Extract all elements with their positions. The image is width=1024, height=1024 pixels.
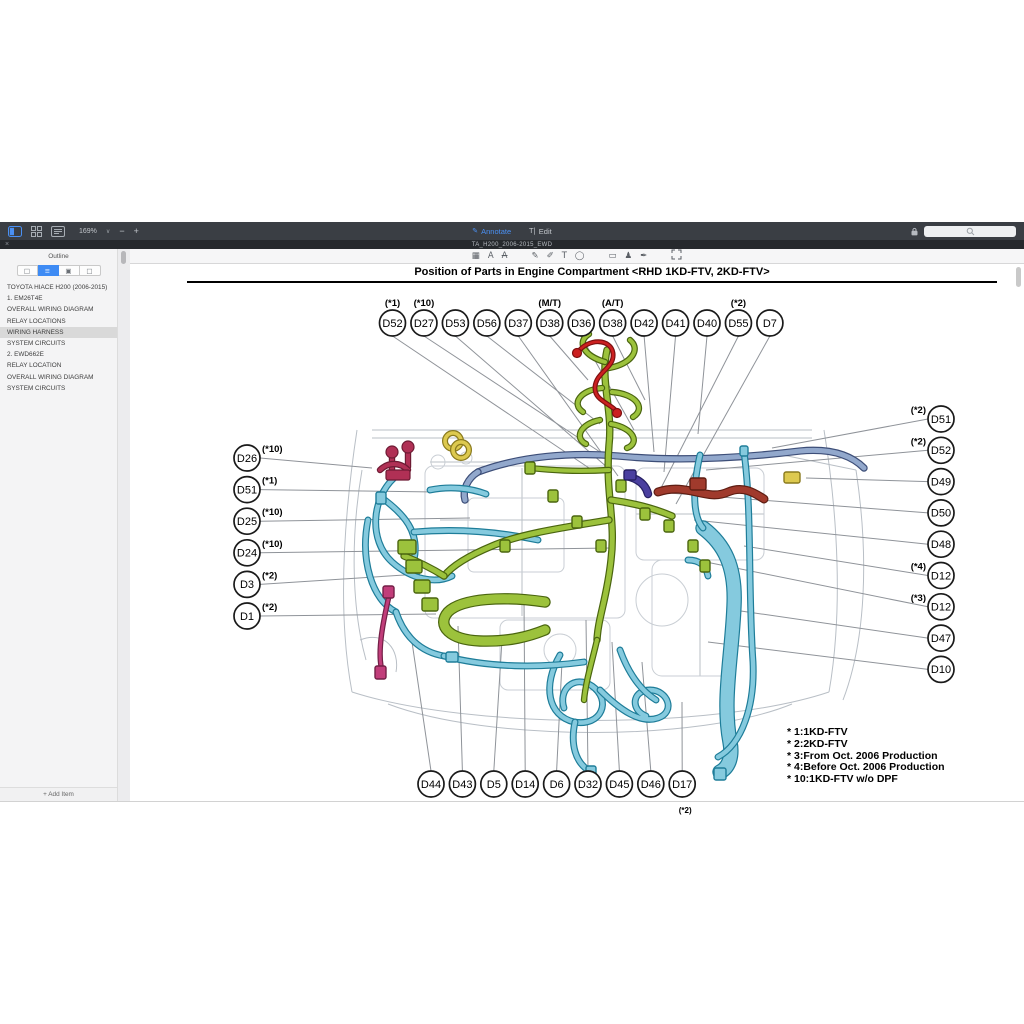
- edit-mode-button[interactable]: T| Edit: [529, 227, 552, 236]
- tab-bar: × TA_H200_2006-2015_EWD: [0, 240, 1024, 249]
- close-tab-button[interactable]: ×: [5, 241, 10, 248]
- note-icon[interactable]: ▭: [608, 251, 617, 261]
- legend-line: * 4:Before Oct. 2006 Production: [787, 761, 945, 774]
- sidebar-item[interactable]: SYSTEM CIRCUITS: [7, 384, 66, 392]
- sidebar-item[interactable]: RELAY LOCATIONS: [7, 317, 66, 325]
- edit-label: Edit: [538, 226, 552, 236]
- pdf-page[interactable]: [130, 264, 1024, 801]
- sidebar-view-switcher: □ ≡ ▣ □: [0, 265, 117, 276]
- shapes-icon[interactable]: ◯: [574, 251, 585, 261]
- sidebar-toggle-icon[interactable]: [8, 225, 22, 237]
- outline-item-list: TOYOTA HIACE H200 (2006-2015) 1. EM26T4E O…: [0, 282, 117, 394]
- outline-view-button[interactable]: ≡: [37, 265, 59, 276]
- gutter-scrollbar-thumb[interactable]: [121, 251, 126, 264]
- title-rule: [187, 281, 997, 283]
- sidebar-item[interactable]: SYSTEM CIRCUITS: [7, 339, 66, 347]
- sidebar-item[interactable]: OVERALL WIRING DIAGRAM: [7, 306, 94, 314]
- reader-view-icon[interactable]: [51, 225, 65, 237]
- grid-view-icon[interactable]: [31, 225, 42, 237]
- search-field[interactable]: [924, 225, 1016, 237]
- bookmarks-view-button[interactable]: □: [79, 265, 101, 276]
- sidebar-item[interactable]: TOYOTA HIACE H200 (2006-2015): [7, 284, 108, 291]
- sidebar-item[interactable]: OVERALL WIRING DIAGRAM: [7, 373, 94, 381]
- window-bottom-edge: [0, 801, 1024, 802]
- outline-sidebar: Outline □ ≡ ▣ □ TOYOTA HIACE H200 (2006-…: [0, 249, 118, 801]
- sidebar-item[interactable]: RELAY LOCATION: [7, 362, 62, 370]
- stamp-icon[interactable]: ♟: [624, 251, 633, 261]
- legend-line: * 10:1KD-FTV w/o DPF: [787, 773, 898, 786]
- zoom-out-button[interactable]: −: [119, 225, 125, 236]
- legend-line: * 3:From Oct. 2006 Production: [787, 749, 938, 762]
- page-title: Position of Parts in Engine Compartment …: [414, 266, 770, 278]
- annotation-toolbar: ▦ A A ✎ ✐ T ◯ ▭ ♟ ✒: [130, 249, 1024, 264]
- strikeout-icon[interactable]: A: [501, 251, 508, 261]
- font-style-icon[interactable]: A: [487, 251, 494, 261]
- annotations-view-button[interactable]: ▣: [58, 265, 80, 276]
- text-tool-icon[interactable]: T: [561, 251, 567, 261]
- sidebar-item[interactable]: 1. EM26T4E: [7, 295, 43, 303]
- zoom-level[interactable]: 169%: [79, 227, 97, 235]
- thumbnails-view-button[interactable]: □: [16, 265, 38, 276]
- marker-icon[interactable]: ✐: [546, 251, 554, 261]
- edit-text-icon: T|: [529, 227, 536, 235]
- page-scrollbar-thumb[interactable]: [1016, 267, 1021, 287]
- outline-title: Outline: [48, 253, 69, 260]
- chevron-down-icon[interactable]: ∨: [105, 228, 111, 235]
- annotate-mode-button[interactable]: ✎ Annotate: [472, 227, 511, 236]
- content-scroll-gutter: [118, 249, 130, 801]
- annotate-pen-icon: ✎: [472, 227, 479, 235]
- add-item-button[interactable]: + Add Item: [0, 787, 117, 801]
- diagram-legend: * 1:1KD-FTV * 2:2KD-FTV * 3:From Oct. 2006…: [787, 726, 945, 786]
- signature-pen-icon[interactable]: ✒: [640, 251, 648, 261]
- legend-line: * 1:1KD-FTV: [787, 726, 848, 738]
- sidebar-item[interactable]: 2. EWD662E: [7, 351, 44, 359]
- search-icon: [966, 227, 974, 235]
- annotate-label: Annotate: [481, 226, 512, 236]
- legend-line: * 2:2KD-FTV: [787, 737, 848, 750]
- zoom-in-button[interactable]: +: [133, 225, 139, 236]
- highlight-icon[interactable]: ▦: [471, 251, 480, 261]
- sidebar-item[interactable]: WIRING HARNESS: [0, 326, 117, 338]
- lock-icon[interactable]: [910, 226, 919, 236]
- tab-title[interactable]: TA_H200_2006-2015_EWD: [471, 241, 553, 248]
- selection-icon[interactable]: [671, 249, 682, 263]
- top-toolbar: 169% ∨ − + ✎ Annotate T| Edit: [0, 222, 1024, 240]
- svg-text:(*2): (*2): [679, 806, 692, 815]
- pencil-icon[interactable]: ✎: [531, 251, 539, 261]
